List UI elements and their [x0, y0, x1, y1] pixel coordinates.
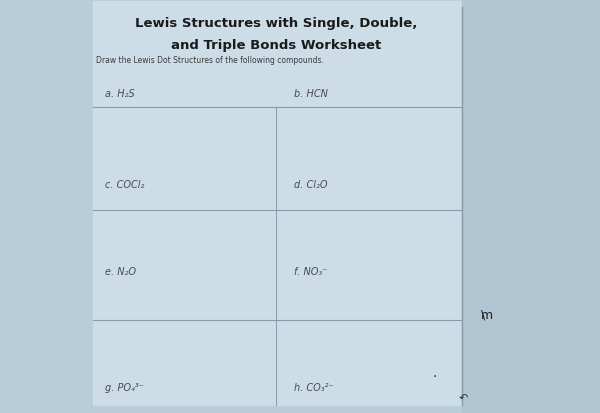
Text: $\curvearrowleft$: $\curvearrowleft$	[456, 391, 469, 401]
Text: d. Cl₂O: d. Cl₂O	[294, 180, 328, 190]
Text: .: .	[432, 366, 436, 380]
Text: b. HCN: b. HCN	[294, 89, 328, 99]
Text: h. CO₃²⁻: h. CO₃²⁻	[294, 382, 334, 392]
Text: c. COCl₂: c. COCl₂	[105, 180, 145, 190]
Bar	[93, 2, 462, 405]
Text: g. PO₄³⁻: g. PO₄³⁻	[105, 382, 144, 392]
Text: a. H₂S: a. H₂S	[105, 89, 135, 99]
Text: and Triple Bonds Worksheet: and Triple Bonds Worksheet	[171, 39, 381, 52]
Text: f. NO₃⁻: f. NO₃⁻	[294, 266, 328, 276]
Text: e. N₂O: e. N₂O	[105, 266, 136, 276]
Bar	[462, 0, 600, 413]
Text: Draw the Lewis Dot Structures of the following compounds.: Draw the Lewis Dot Structures of the fol…	[96, 56, 324, 65]
Text: $\backslash\!\!$m: $\backslash\!\!$m	[480, 308, 493, 322]
Text: Lewis Structures with Single, Double,: Lewis Structures with Single, Double,	[135, 17, 417, 29]
